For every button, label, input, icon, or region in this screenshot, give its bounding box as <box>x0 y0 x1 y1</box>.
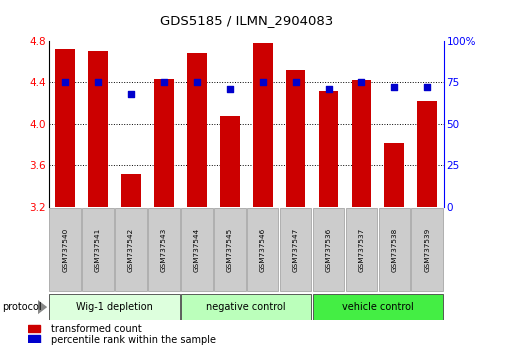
Bar <box>247 208 279 291</box>
Bar <box>187 53 207 207</box>
Text: percentile rank within the sample: percentile rank within the sample <box>51 335 216 345</box>
Text: Wig-1 depletion: Wig-1 depletion <box>76 302 153 312</box>
Text: GSM737547: GSM737547 <box>292 227 299 272</box>
Text: GSM737541: GSM737541 <box>95 227 101 272</box>
Bar <box>115 208 147 291</box>
Bar <box>319 91 339 207</box>
Bar <box>346 208 377 291</box>
Text: GDS5185 / ILMN_2904083: GDS5185 / ILMN_2904083 <box>160 14 333 27</box>
Text: GSM737539: GSM737539 <box>424 227 430 272</box>
Text: GSM737542: GSM737542 <box>128 227 134 272</box>
Bar <box>253 43 272 207</box>
Bar <box>154 79 174 207</box>
Text: GSM737546: GSM737546 <box>260 227 266 272</box>
Bar <box>148 208 180 291</box>
Bar <box>280 208 311 291</box>
Bar <box>220 115 240 207</box>
Bar <box>313 208 344 291</box>
Point <box>94 79 102 85</box>
Text: vehicle control: vehicle control <box>342 302 414 312</box>
Bar <box>82 208 114 291</box>
Bar <box>121 174 141 207</box>
Point <box>160 79 168 85</box>
Bar <box>49 295 180 320</box>
Bar <box>28 335 40 343</box>
Text: GSM737545: GSM737545 <box>227 227 233 272</box>
Bar <box>181 208 213 291</box>
Text: transformed count: transformed count <box>51 324 142 334</box>
Point <box>259 79 267 85</box>
Point <box>358 79 366 85</box>
Text: GSM737543: GSM737543 <box>161 227 167 272</box>
Bar <box>28 325 40 332</box>
Text: GSM737536: GSM737536 <box>326 227 331 272</box>
Text: GSM737544: GSM737544 <box>194 227 200 272</box>
Bar <box>214 208 246 291</box>
Bar <box>286 70 305 207</box>
Point <box>61 79 69 85</box>
Bar <box>49 208 81 291</box>
Bar <box>351 80 371 207</box>
Polygon shape <box>38 300 47 314</box>
Bar <box>55 49 75 207</box>
Point <box>291 79 300 85</box>
Bar <box>384 143 404 207</box>
Bar <box>313 295 443 320</box>
Bar <box>379 208 410 291</box>
Bar <box>411 208 443 291</box>
Point <box>423 85 431 90</box>
Point <box>226 86 234 92</box>
Text: negative control: negative control <box>206 302 286 312</box>
Bar <box>88 51 108 207</box>
Point <box>193 79 201 85</box>
Text: GSM737537: GSM737537 <box>359 227 364 272</box>
Text: protocol: protocol <box>3 302 42 312</box>
Point <box>324 86 332 92</box>
Text: GSM737538: GSM737538 <box>391 227 398 272</box>
Bar <box>181 295 311 320</box>
Point <box>127 91 135 97</box>
Point <box>390 85 399 90</box>
Bar <box>418 101 437 207</box>
Text: GSM737540: GSM737540 <box>62 227 68 272</box>
